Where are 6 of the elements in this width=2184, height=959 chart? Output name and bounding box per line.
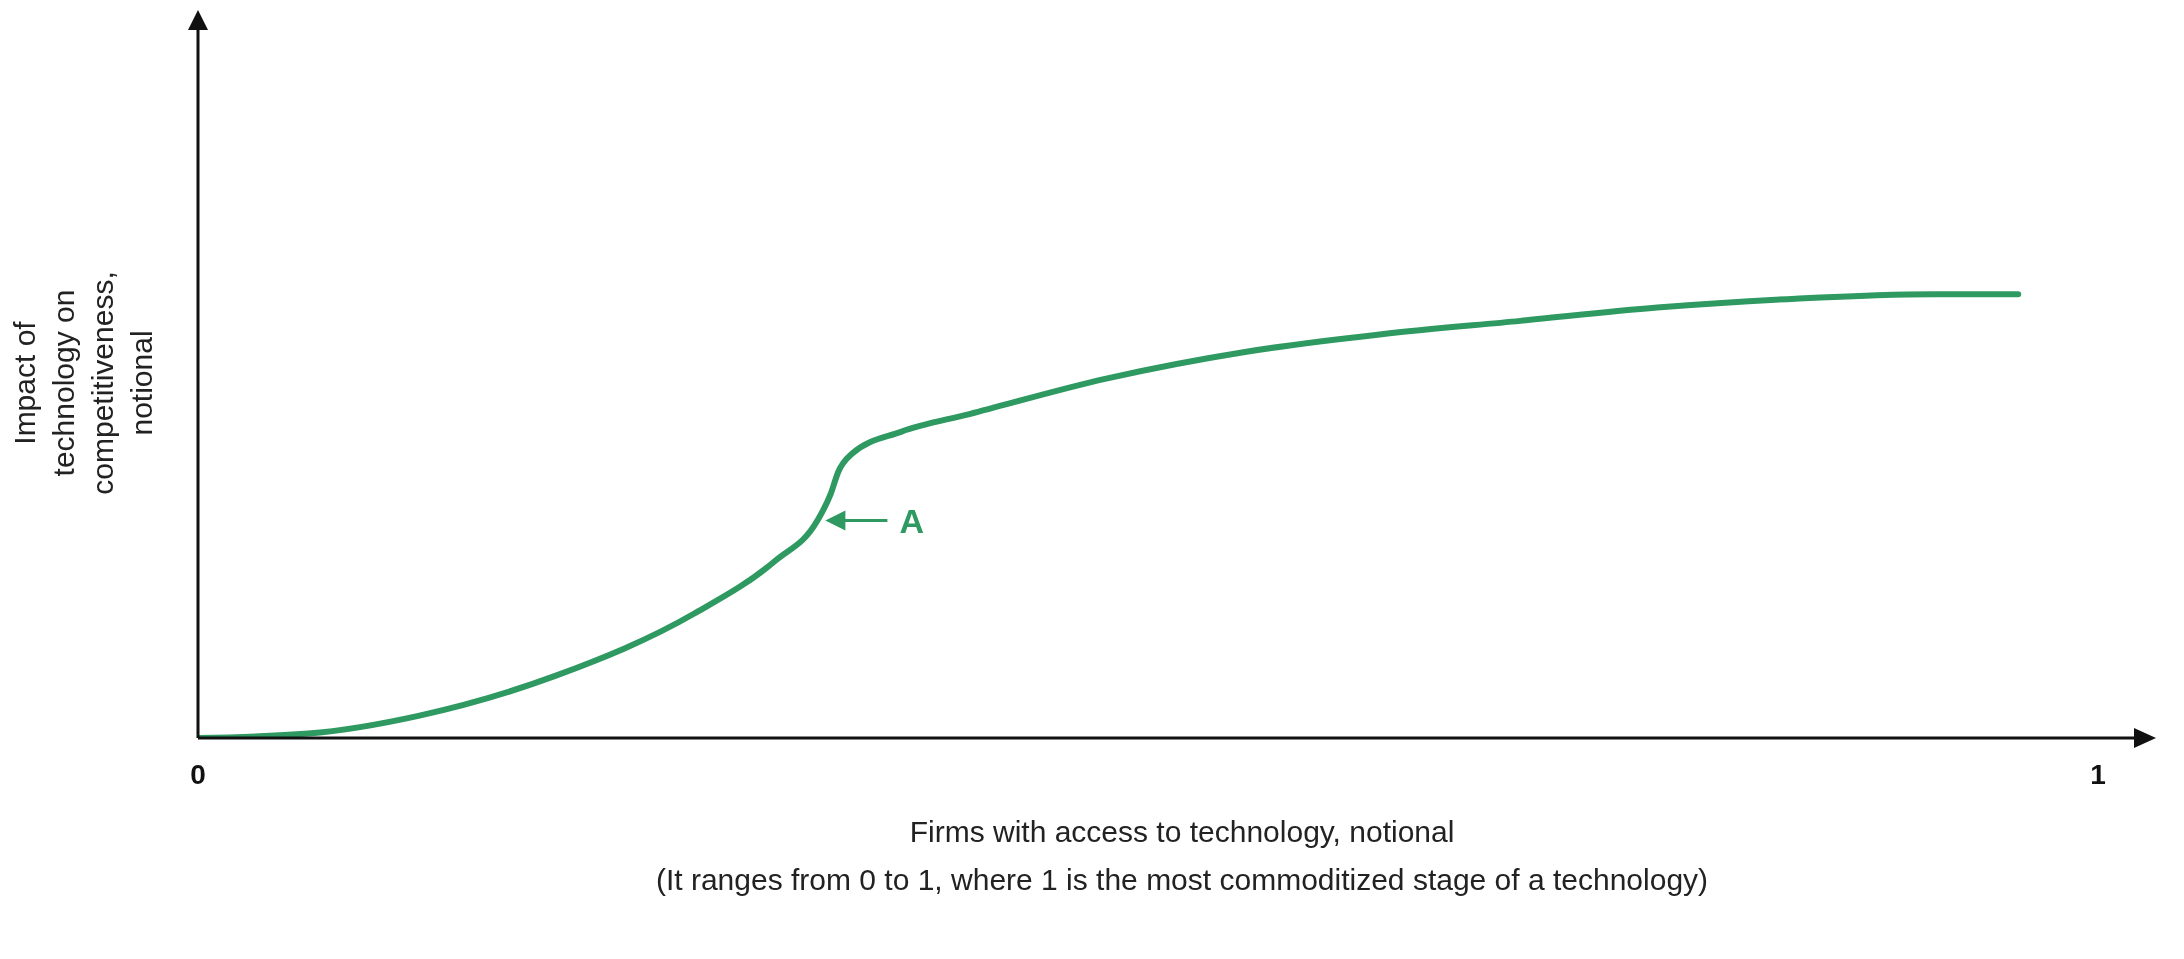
y-axis-title: Impact of technology on competitiveness, notional xyxy=(7,271,159,495)
x-tick-label: 0 xyxy=(190,758,206,790)
annotation: A xyxy=(899,501,924,540)
x-axis-title: Firms with access to technology, notional xyxy=(908,814,1456,850)
x-tick-label: 1 xyxy=(2090,758,2106,790)
text: (It ranges from 0 to 1, where 1 is the most commoditized stage of a technology) xyxy=(654,862,1710,898)
